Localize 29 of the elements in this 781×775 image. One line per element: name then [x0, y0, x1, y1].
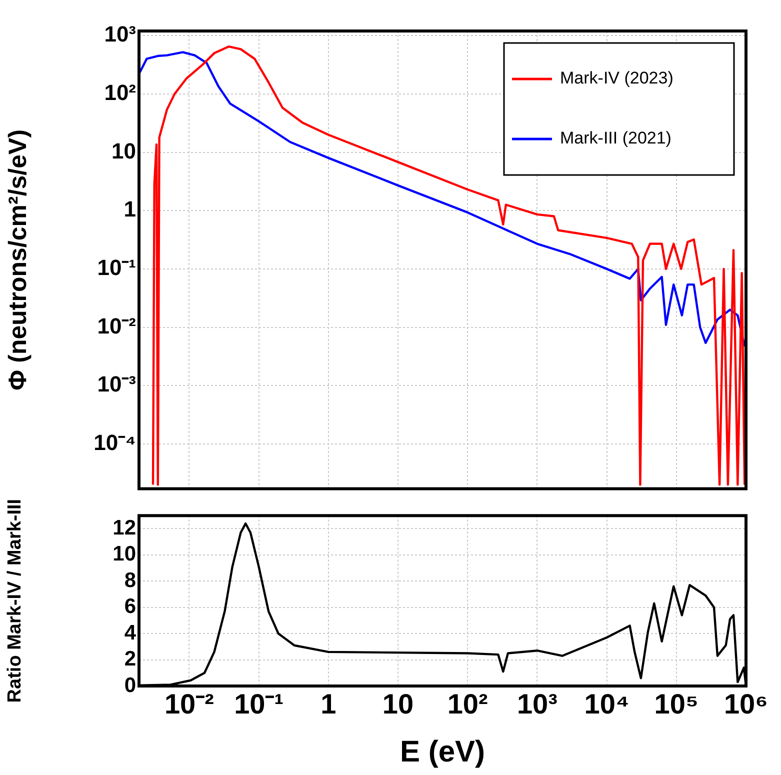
legend-label: Mark-III (2021) [560, 128, 672, 148]
x-tick-label: 10⁵ [654, 688, 699, 720]
x-tick-label: 10⁴ [584, 688, 630, 720]
x-tick-label: 10⁻² [164, 688, 214, 720]
y-axis-title: Φ (neutrons/cm²/s/eV) [4, 129, 32, 390]
y-tick-label: 12 [112, 516, 136, 540]
y-tick-label: 10⁻² [97, 313, 136, 338]
x-axis-title: E (eV) [400, 735, 486, 768]
y-tick-label: 10³ [104, 22, 136, 47]
x-tick-label: 1 [320, 688, 336, 720]
y-tick-label: 4 [124, 621, 136, 644]
y-axis-title: Ratio Mark-IV / Mark-III [4, 498, 26, 703]
y-tick-label: 2 [124, 648, 136, 671]
y-tick-label: 10⁻³ [97, 372, 136, 397]
y-tick-label: 0 [124, 674, 136, 697]
x-tick-label: 10 [382, 688, 414, 720]
y-tick-label: 8 [124, 568, 136, 592]
x-tick-label: 10³ [516, 688, 558, 720]
x-tick-label: 10⁶ [724, 688, 768, 720]
y-tick-label: 6 [124, 595, 136, 618]
y-tick-label: 10 [112, 138, 136, 164]
legend-label: Mark-IV (2023) [560, 68, 674, 88]
y-tick-label: 10² [104, 80, 136, 106]
y-tick-label: 10 [112, 542, 136, 566]
y-tick-label: 10⁻⁴ [94, 430, 136, 455]
y-tick-label: 1 [124, 196, 136, 222]
y-tick-label: 10⁻¹ [97, 254, 136, 280]
x-tick-label: 10² [447, 688, 488, 720]
x-tick-label: 10⁻¹ [234, 688, 284, 720]
